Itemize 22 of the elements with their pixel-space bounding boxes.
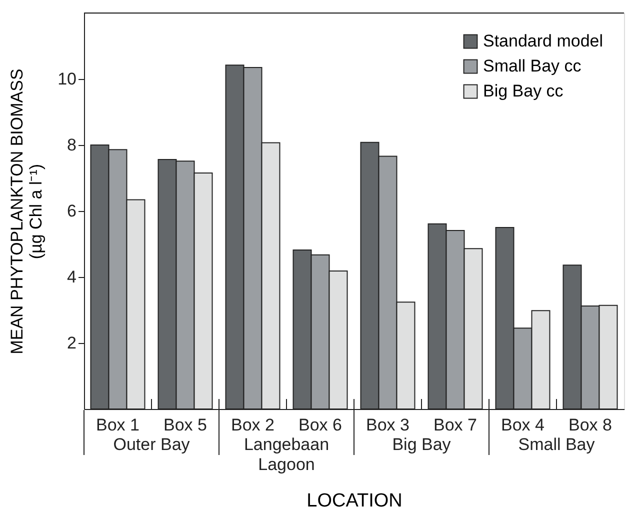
x-tick-label: Box 5 <box>164 416 207 434</box>
x-tick-label: Box 4 <box>501 416 544 434</box>
y-tick-label: 6 <box>67 202 76 220</box>
y-axis-title: MEAN PHYTOPLANKTON BIOMASS (µg Chl a l⁻¹) <box>8 68 46 354</box>
y-tick-label: 4 <box>67 268 76 286</box>
x-axis-title: LOCATION <box>306 490 402 508</box>
y-tick-label: 2 <box>67 334 76 352</box>
legend-label: Big Bay cc <box>483 82 564 100</box>
x-tick-label: Box 6 <box>298 416 342 434</box>
text: Big Bay <box>392 435 452 454</box>
text: Outer Bay <box>113 435 190 454</box>
y-tick-label: 8 <box>67 136 76 154</box>
text: Langebaan Lagoon <box>244 435 330 474</box>
x-tick-label: Box 8 <box>568 416 612 434</box>
text: Small Bay <box>518 435 596 454</box>
legend-label: Small Bay cc <box>483 56 582 76</box>
x-tick-label: Box 2 <box>231 416 274 434</box>
y-tick-label: 10 <box>58 70 76 88</box>
legend-label: Standard model <box>483 32 604 50</box>
x-tick-label: Box 7 <box>434 416 477 434</box>
x-tick-label: Box 1 <box>96 416 140 434</box>
x-tick-label: Box 3 <box>366 416 410 434</box>
